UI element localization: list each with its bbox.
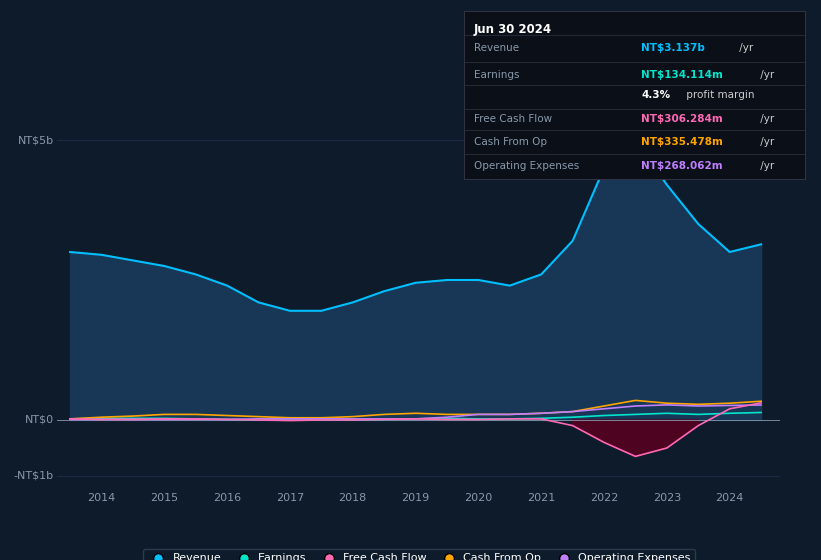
- Text: Revenue: Revenue: [474, 43, 519, 53]
- Text: /yr: /yr: [757, 161, 774, 171]
- Text: Operating Expenses: Operating Expenses: [474, 161, 580, 171]
- Text: profit margin: profit margin: [683, 90, 754, 100]
- Text: /yr: /yr: [736, 43, 754, 53]
- Text: /yr: /yr: [757, 137, 774, 147]
- Text: NT$0: NT$0: [25, 415, 54, 425]
- Text: /yr: /yr: [757, 114, 774, 124]
- Text: NT$268.062m: NT$268.062m: [641, 161, 722, 171]
- Text: -NT$1b: -NT$1b: [14, 471, 54, 481]
- Text: NT$3.137b: NT$3.137b: [641, 43, 705, 53]
- Text: Earnings: Earnings: [474, 70, 520, 80]
- Text: 4.3%: 4.3%: [641, 90, 670, 100]
- Text: /yr: /yr: [757, 70, 774, 80]
- Text: NT$5b: NT$5b: [18, 135, 54, 145]
- Text: NT$306.284m: NT$306.284m: [641, 114, 722, 124]
- Text: NT$335.478m: NT$335.478m: [641, 137, 723, 147]
- Legend: Revenue, Earnings, Free Cash Flow, Cash From Op, Operating Expenses: Revenue, Earnings, Free Cash Flow, Cash …: [143, 549, 695, 560]
- Text: Jun 30 2024: Jun 30 2024: [474, 23, 553, 36]
- Text: Free Cash Flow: Free Cash Flow: [474, 114, 553, 124]
- Text: Cash From Op: Cash From Op: [474, 137, 547, 147]
- Text: NT$134.114m: NT$134.114m: [641, 70, 723, 80]
